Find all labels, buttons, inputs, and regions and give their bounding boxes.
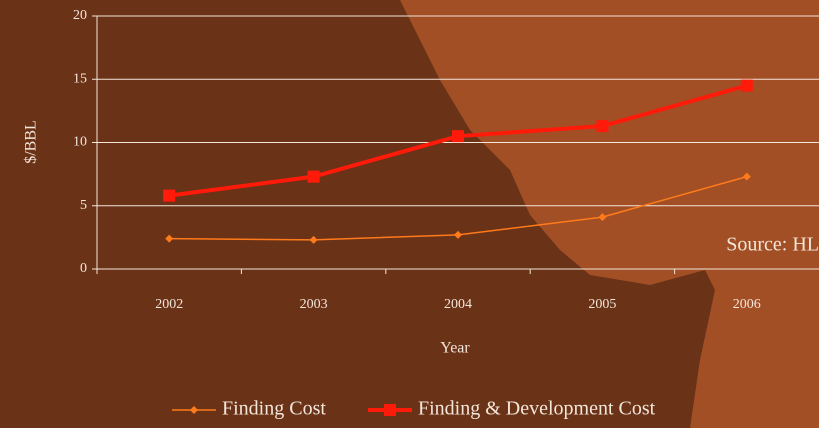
marker: [309, 235, 318, 244]
y-tick-label: 15: [73, 71, 87, 86]
y-tick-label: 5: [80, 198, 87, 213]
y-tick-label: 0: [80, 261, 87, 276]
x-axis-label: Year: [440, 340, 470, 357]
y-axis-label: $/BBL: [23, 120, 40, 164]
legend-label: Finding Cost: [222, 398, 326, 420]
marker: [452, 130, 464, 143]
x-tick-label: 2002: [155, 297, 183, 312]
y-tick-label: 10: [73, 135, 87, 150]
source-note: Source: HL: [726, 234, 819, 256]
x-tick-label: 2006: [733, 297, 761, 312]
legend-marker: [190, 406, 198, 414]
map-region: [400, 0, 819, 428]
legend-marker: [384, 404, 396, 416]
y-tick-label: 20: [73, 8, 87, 23]
marker: [163, 189, 176, 202]
x-tick-label: 2005: [588, 297, 616, 312]
marker: [740, 79, 753, 92]
marker: [596, 120, 609, 133]
x-tick-label: 2003: [300, 297, 328, 312]
legend-label: Finding & Development Cost: [418, 398, 656, 420]
marker: [598, 213, 607, 222]
marker: [307, 170, 320, 183]
marker: [742, 172, 751, 181]
marker: [165, 234, 174, 243]
marker: [454, 230, 462, 239]
x-tick-label: 2004: [444, 297, 472, 312]
